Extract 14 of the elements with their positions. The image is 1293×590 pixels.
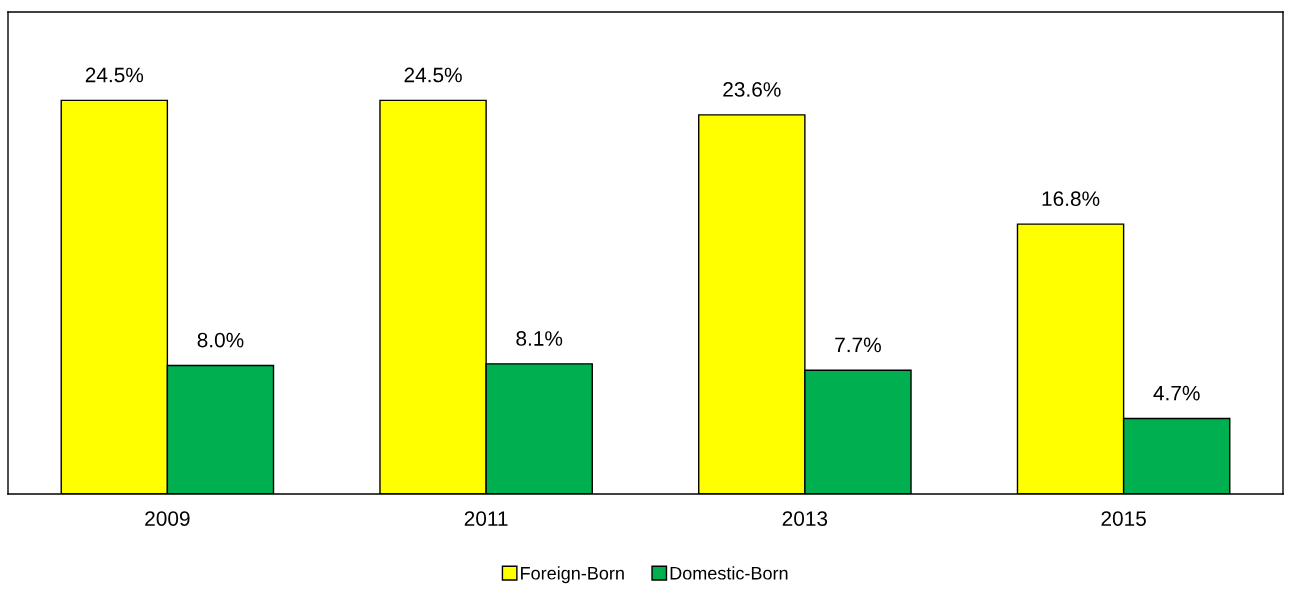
data-label: 24.5% xyxy=(85,67,144,83)
data-label: 8.0% xyxy=(197,332,244,348)
x-tick-label: 2015 xyxy=(1101,511,1146,526)
legend-label: Domestic-Born xyxy=(670,566,788,580)
x-tick-label: 2011 xyxy=(464,511,508,526)
data-label: 23.6% xyxy=(723,82,781,97)
data-label: 4.7% xyxy=(1153,385,1200,401)
x-tick-label: 2009 xyxy=(145,511,190,526)
data-label: 8.1% xyxy=(516,331,563,346)
data-label: 16.8% xyxy=(1042,191,1100,207)
data-label: 24.5% xyxy=(404,67,462,83)
x-tick-label: 2013 xyxy=(782,511,828,526)
data-label: 7.7% xyxy=(835,337,881,353)
legend-label: Foreign-Born xyxy=(521,566,624,584)
